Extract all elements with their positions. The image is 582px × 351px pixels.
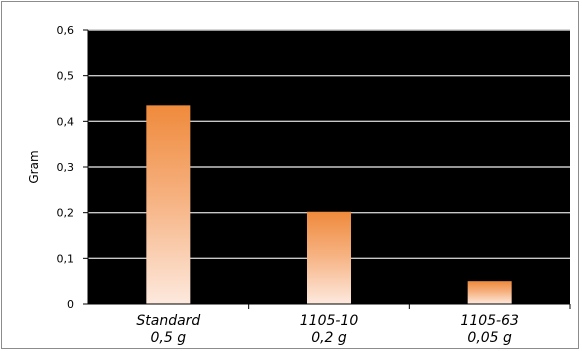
y-tick-label: 0,6 [57, 24, 75, 37]
axes [83, 29, 571, 309]
bar [307, 211, 351, 304]
y-tick-label: 0,3 [57, 161, 75, 174]
x-category-label: 1105-10 [300, 313, 359, 329]
y-tick-label: 0 [67, 298, 74, 311]
y-tick-label: 0,1 [57, 252, 75, 265]
bars [146, 105, 512, 304]
y-tick-label: 0,5 [57, 70, 75, 83]
y-tick-label: 0,4 [57, 115, 75, 128]
x-category-label: Standard [136, 313, 200, 329]
x-category-label: 1105-63 [460, 313, 519, 329]
x-category-label: 0,2 g [311, 330, 347, 346]
y-axis-title: Gram [27, 150, 41, 183]
bar [467, 281, 512, 304]
x-category-label: 0,5 g [151, 330, 187, 346]
x-category-label: 0,05 g [467, 330, 512, 346]
y-tick-label: 0,2 [57, 207, 75, 220]
bar [146, 105, 191, 304]
